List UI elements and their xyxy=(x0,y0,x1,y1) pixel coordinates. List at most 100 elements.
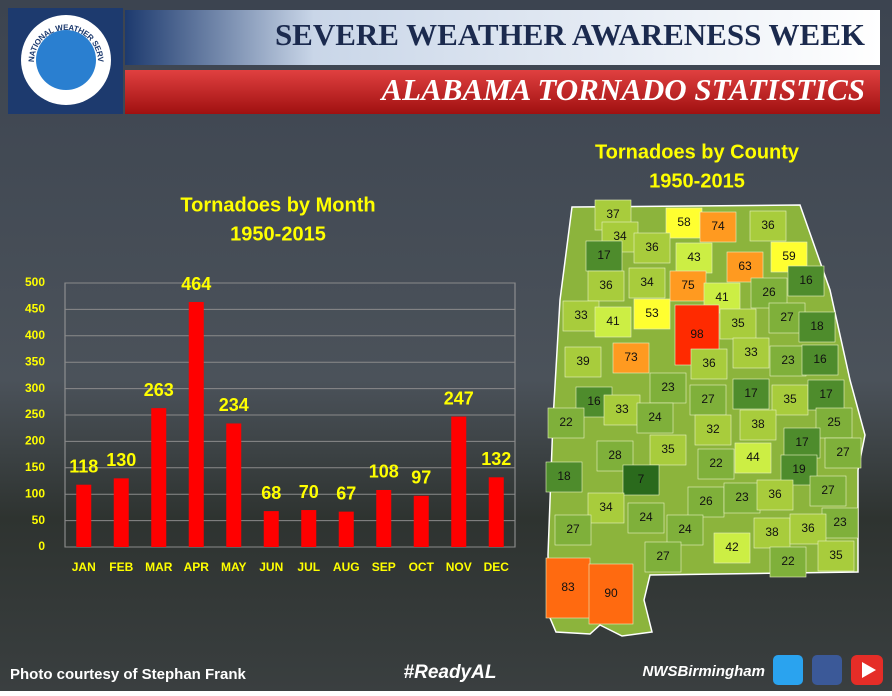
county-label: 17 xyxy=(597,248,611,262)
map-title: Tornadoes by County xyxy=(595,141,800,163)
county-label: 35 xyxy=(783,392,797,406)
county-label: 36 xyxy=(801,521,815,535)
county-label: 23 xyxy=(661,380,675,394)
county xyxy=(545,461,583,493)
county-label: 23 xyxy=(735,490,749,504)
county-label: 33 xyxy=(744,345,758,359)
logo-center xyxy=(36,30,96,90)
county xyxy=(594,306,632,338)
x-tick-label: NOV xyxy=(446,560,472,574)
x-tick-label: AUG xyxy=(333,560,360,574)
county xyxy=(798,311,836,343)
value-label: 97 xyxy=(411,468,431,488)
county xyxy=(723,482,761,514)
county-label: 36 xyxy=(768,487,782,501)
county-label: 33 xyxy=(615,402,629,416)
county xyxy=(622,464,660,496)
county xyxy=(787,265,825,297)
county-label: 38 xyxy=(765,525,779,539)
county-label: 36 xyxy=(761,218,775,232)
twitter-handle: NWSBirmingham xyxy=(642,663,765,680)
county-label: 58 xyxy=(677,215,691,229)
county xyxy=(588,563,634,625)
county-label: 28 xyxy=(608,448,622,462)
facebook-icon[interactable] xyxy=(812,655,842,685)
x-tick-label: JUN xyxy=(259,560,283,574)
county-label: 34 xyxy=(640,275,654,289)
y-tick-label: 300 xyxy=(25,381,45,395)
county xyxy=(783,427,821,459)
header-title: SEVERE WEATHER AWARENESS WEEK xyxy=(275,17,865,52)
bar xyxy=(376,489,392,547)
county-label: 44 xyxy=(746,450,760,464)
county xyxy=(633,298,671,330)
county-label: 27 xyxy=(821,483,835,497)
bar xyxy=(301,510,317,547)
subtitle-band xyxy=(125,70,880,114)
y-tick-label: 250 xyxy=(25,407,45,421)
value-label: 70 xyxy=(299,482,319,502)
county-label: 16 xyxy=(587,394,601,408)
value-label: 118 xyxy=(69,456,98,476)
county-label: 36 xyxy=(599,278,613,292)
county-label: 27 xyxy=(780,310,794,324)
county-label: 26 xyxy=(699,494,713,508)
county-label: 18 xyxy=(557,469,571,483)
county xyxy=(612,342,650,374)
bar xyxy=(188,302,204,547)
county-label: 36 xyxy=(645,240,659,254)
county-label: 24 xyxy=(648,410,662,424)
map-subtitle: 1950-2015 xyxy=(649,170,745,192)
county-label: 16 xyxy=(799,273,813,287)
value-label: 68 xyxy=(261,483,281,503)
y-tick-label: 350 xyxy=(25,354,45,368)
county-label: 17 xyxy=(744,386,758,400)
title-band xyxy=(125,10,880,65)
county-label: 41 xyxy=(715,290,729,304)
county-label: 41 xyxy=(606,314,620,328)
county xyxy=(756,479,794,511)
county xyxy=(649,372,687,404)
county-label: 34 xyxy=(613,229,627,243)
county-label: 33 xyxy=(574,308,588,322)
county xyxy=(694,414,732,446)
county-label: 63 xyxy=(738,259,752,273)
x-tick-label: JAN xyxy=(72,560,96,574)
county-label: 17 xyxy=(819,387,833,401)
header-subtitle: ALABAMA TORNADO STATISTICS xyxy=(379,72,865,107)
photo-credit: Photo courtesy of Stephan Frank xyxy=(10,666,247,683)
county-label: 27 xyxy=(836,445,850,459)
value-label: 132 xyxy=(481,449,511,469)
county-label: 22 xyxy=(709,456,723,470)
county xyxy=(587,492,625,524)
bar xyxy=(76,484,92,547)
county-label: 36 xyxy=(702,356,716,370)
y-tick-label: 400 xyxy=(25,328,45,342)
county-label: 34 xyxy=(599,500,613,514)
county-label: 27 xyxy=(656,549,670,563)
county xyxy=(699,211,737,243)
county-label: 16 xyxy=(813,352,827,366)
county xyxy=(734,442,772,474)
county-label: 90 xyxy=(604,586,618,600)
county-label: 22 xyxy=(781,554,795,568)
county xyxy=(821,507,859,539)
county-label: 17 xyxy=(795,435,809,449)
county xyxy=(801,344,839,376)
bar xyxy=(151,408,167,547)
county xyxy=(817,540,855,572)
county-label: 23 xyxy=(833,515,847,529)
x-tick-label: OCT xyxy=(409,560,435,574)
county-label: 53 xyxy=(645,306,659,320)
county xyxy=(815,407,853,439)
county-label: 19 xyxy=(792,462,806,476)
bar xyxy=(226,423,242,547)
twitter-icon[interactable] xyxy=(773,655,803,685)
county xyxy=(628,267,666,299)
county xyxy=(809,475,847,507)
county-label: 37 xyxy=(606,207,620,221)
county-label: 43 xyxy=(687,250,701,264)
county-label: 24 xyxy=(639,510,653,524)
county-label: 42 xyxy=(725,540,739,554)
